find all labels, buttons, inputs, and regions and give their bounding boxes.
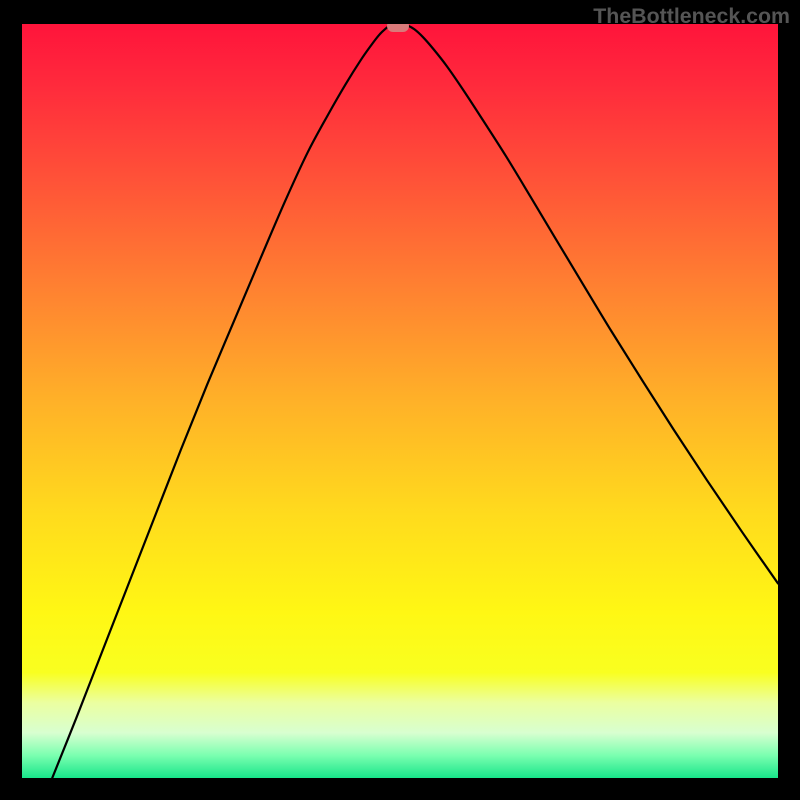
bottleneck-curve: [52, 24, 778, 778]
optimal-point-marker: [387, 24, 409, 32]
curve-layer: [22, 24, 778, 778]
plot-area: [22, 24, 778, 778]
watermark: TheBottleneck.com: [593, 4, 790, 29]
watermark-text: TheBottleneck.com: [593, 4, 790, 28]
plot-outer-frame: [0, 0, 800, 800]
